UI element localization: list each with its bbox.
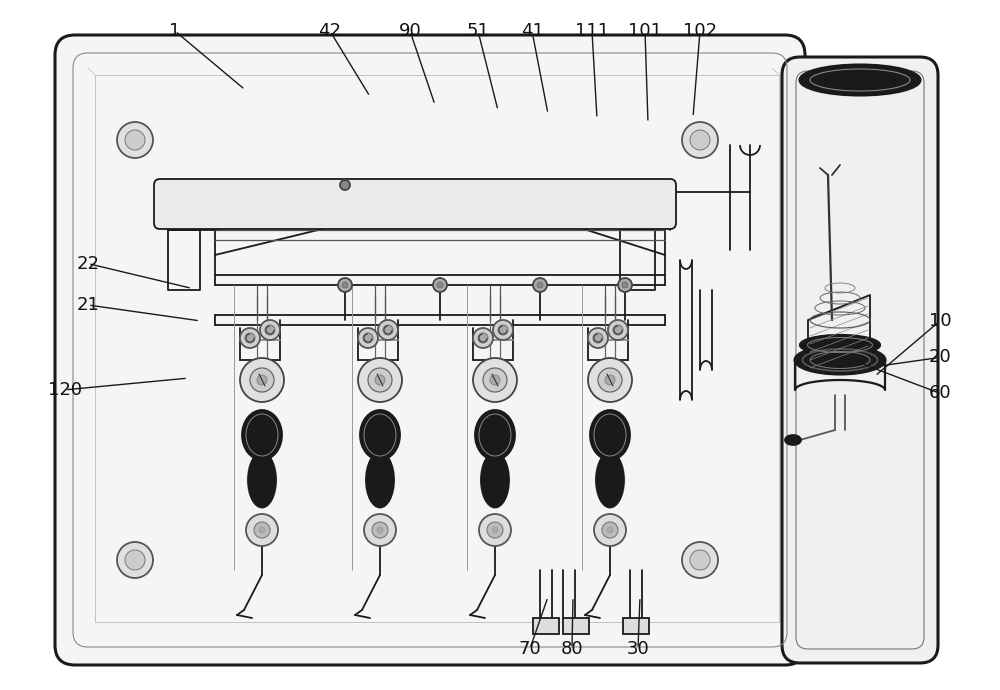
Circle shape [602,522,618,538]
Circle shape [240,358,284,402]
Ellipse shape [800,335,880,355]
Circle shape [364,514,396,546]
Ellipse shape [366,453,394,508]
Circle shape [493,320,513,340]
Text: 20: 20 [929,348,951,366]
Ellipse shape [248,453,276,508]
Text: 42: 42 [318,22,342,40]
FancyBboxPatch shape [154,179,676,229]
Circle shape [483,368,507,392]
Circle shape [588,358,632,402]
Circle shape [117,542,153,578]
Text: 21: 21 [77,296,99,314]
Circle shape [498,325,508,335]
Circle shape [340,180,350,190]
Text: 22: 22 [76,255,100,273]
Text: 60: 60 [929,384,951,402]
Circle shape [358,328,378,348]
Circle shape [358,358,402,402]
Ellipse shape [360,410,400,460]
Circle shape [593,333,603,343]
Circle shape [377,527,383,533]
Circle shape [250,368,274,392]
Ellipse shape [800,65,920,95]
Circle shape [533,278,547,292]
Text: 10: 10 [929,312,951,330]
Circle shape [690,130,710,150]
Text: 102: 102 [683,22,717,40]
Text: 41: 41 [521,22,543,40]
Text: 80: 80 [561,640,583,658]
Circle shape [608,320,628,340]
Circle shape [257,375,267,385]
Text: 1: 1 [169,22,181,40]
Circle shape [588,328,608,348]
Ellipse shape [242,410,282,460]
Bar [563,618,589,634]
Circle shape [246,514,278,546]
Ellipse shape [590,410,630,460]
Circle shape [622,282,628,288]
Circle shape [594,514,626,546]
Circle shape [265,325,275,335]
Circle shape [117,122,153,158]
Text: 90: 90 [399,22,421,40]
Circle shape [537,282,543,288]
Ellipse shape [481,453,509,508]
Ellipse shape [795,346,885,374]
Circle shape [682,542,718,578]
Circle shape [342,282,348,288]
Circle shape [690,550,710,570]
Circle shape [260,320,280,340]
Circle shape [479,514,511,546]
Circle shape [490,375,500,385]
Circle shape [433,278,447,292]
Text: 111: 111 [575,22,609,40]
Circle shape [682,122,718,158]
Circle shape [378,320,398,340]
Text: 30: 30 [627,640,649,658]
Text: 70: 70 [519,640,541,658]
Circle shape [259,527,265,533]
Circle shape [254,522,270,538]
Ellipse shape [785,435,801,445]
FancyBboxPatch shape [782,57,938,663]
Circle shape [245,333,255,343]
Circle shape [363,333,373,343]
Bar [533,618,559,634]
Text: 51: 51 [467,22,489,40]
Circle shape [613,325,623,335]
Circle shape [437,282,443,288]
Circle shape [473,358,517,402]
Circle shape [375,375,385,385]
Text: 101: 101 [628,22,662,40]
Circle shape [125,130,145,150]
Circle shape [368,368,392,392]
Circle shape [125,550,145,570]
Circle shape [492,527,498,533]
Circle shape [605,375,615,385]
FancyBboxPatch shape [55,35,805,665]
Circle shape [372,522,388,538]
Circle shape [618,278,632,292]
Circle shape [487,522,503,538]
Ellipse shape [596,453,624,508]
Circle shape [383,325,393,335]
Circle shape [240,328,260,348]
Circle shape [598,368,622,392]
Bar [623,618,649,634]
Text: 120: 120 [48,381,82,399]
Circle shape [478,333,488,343]
Circle shape [607,527,613,533]
Circle shape [338,278,352,292]
Ellipse shape [475,410,515,460]
Circle shape [473,328,493,348]
